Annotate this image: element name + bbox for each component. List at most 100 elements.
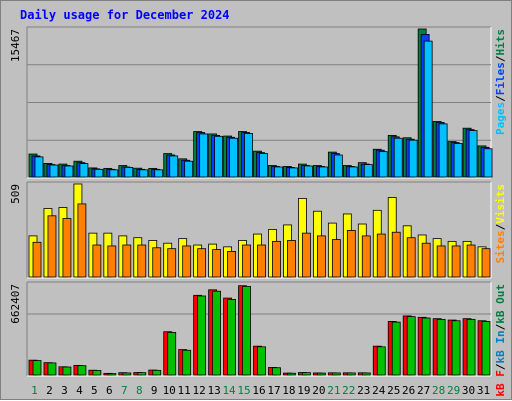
x-tick-label-day-20: 20: [312, 384, 325, 397]
bar-sites-day-24: [376, 233, 386, 278]
bar-pages-day-6: [109, 169, 119, 178]
bar-pages-day-29: [453, 143, 463, 178]
bar-pages-day-9: [154, 169, 164, 178]
x-tick-label-day-7: 7: [121, 384, 128, 397]
bar-pages-day-16: [259, 153, 268, 178]
x-tick-label-day-25: 25: [387, 384, 400, 397]
bar-kb-out-day-10: [167, 332, 177, 376]
bar-kb-out-day-14: [227, 299, 236, 376]
bar-sites-day-22: [346, 230, 356, 278]
bar-kb-out-day-23: [361, 372, 371, 376]
bar-sites-day-1: [32, 241, 42, 278]
bar-sites-day-26: [406, 237, 416, 278]
bar-sites-day-27: [421, 242, 431, 278]
x-tick-label-day-17: 17: [267, 384, 280, 397]
bar-pages-day-30: [468, 130, 478, 178]
bar-kb-out-day-21: [331, 372, 341, 376]
bar-pages-day-20: [318, 166, 328, 178]
bar-kb-out-day-12: [197, 295, 207, 376]
bar-pages-day-7: [124, 167, 134, 178]
legend-entry-0: Pages: [494, 102, 507, 135]
x-tick-label-day-26: 26: [402, 384, 415, 397]
legend-entry-3: /: [494, 323, 507, 330]
hits-files-pages-legend: Pages/Files/Hits: [494, 29, 507, 135]
bar-pages-day-18: [289, 167, 298, 178]
bar-kb-out-day-30: [466, 318, 476, 376]
bar-kb-out-day-16: [257, 346, 266, 376]
bar-kb-out-day-4: [77, 365, 87, 376]
kbf-kbin-kbout-scale-label: 662407: [9, 284, 22, 324]
bar-kb-out-day-26: [406, 316, 416, 376]
bar-kb-out-day-11: [182, 349, 192, 376]
x-tick-label-day-30: 30: [462, 384, 475, 397]
bar-pages-day-19: [304, 165, 313, 178]
bar-sites-day-4: [77, 203, 87, 278]
bar-kb-out-day-13: [212, 290, 222, 376]
bar-kb-out-day-29: [451, 320, 461, 376]
x-tick-label-day-22: 22: [342, 384, 355, 397]
x-tick-label-day-14: 14: [222, 384, 236, 397]
bar-sites-day-18: [287, 240, 296, 278]
bar-sites-day-25: [391, 231, 401, 278]
bar-pages-day-21: [333, 154, 343, 178]
bar-sites-day-6: [107, 245, 117, 278]
bar-pages-day-24: [378, 151, 388, 178]
bar-sites-day-10: [167, 248, 177, 278]
legend-entry-2: Files: [494, 62, 507, 95]
bar-sites-day-9: [152, 247, 162, 278]
legend-entry-2: Visits: [494, 184, 507, 224]
bar-sites-day-28: [436, 245, 446, 278]
bar-kb-out-day-6: [107, 373, 117, 376]
x-tick-label-day-5: 5: [91, 384, 98, 397]
legend-entry-4: kB Out: [494, 284, 507, 324]
bar-kb-out-day-20: [316, 372, 326, 376]
x-tick-label-day-29: 29: [447, 384, 460, 397]
bar-kb-out-day-8: [137, 372, 147, 376]
legend-entry-0: kB F: [494, 370, 507, 397]
legend-entry-1: /: [494, 95, 507, 102]
bar-sites-day-13: [212, 249, 222, 278]
bar-pages-day-10: [169, 155, 179, 178]
visits-sites-legend: Sites/Visits: [494, 184, 507, 264]
bar-pages-day-22: [348, 166, 358, 178]
bar-kb-out-day-28: [436, 318, 446, 376]
bar-pages-day-31: [483, 148, 493, 178]
x-tick-label-day-15: 15: [237, 384, 250, 397]
x-tick-label-day-24: 24: [372, 384, 386, 397]
bar-pages-day-3: [64, 165, 74, 178]
bar-pages-day-12: [199, 133, 209, 178]
x-tick-label-day-9: 9: [151, 384, 158, 397]
bar-sites-day-3: [62, 218, 72, 278]
bar-kb-out-day-1: [32, 360, 42, 376]
bar-kb-out-day-3: [62, 366, 72, 376]
bar-sites-day-15: [242, 244, 251, 278]
legend-entry-3: /: [494, 55, 507, 62]
bar-sites-day-12: [197, 248, 207, 278]
bar-pages-day-11: [184, 160, 194, 178]
x-tick-label-day-4: 4: [76, 384, 83, 397]
x-tick-label-day-1: 1: [31, 384, 38, 397]
chart-title: Daily usage for December 2024: [20, 8, 230, 22]
bar-pages-day-14: [229, 137, 238, 178]
bar-pages-day-13: [214, 135, 224, 178]
bar-kb-out-day-15: [242, 285, 251, 376]
x-tick-label-day-21: 21: [327, 384, 340, 397]
bar-kb-out-day-19: [302, 372, 311, 376]
bar-sites-day-2: [47, 215, 57, 278]
x-tick-label-day-6: 6: [106, 384, 113, 397]
x-tick-label-day-27: 27: [417, 384, 430, 397]
bar-sites-day-29: [451, 245, 461, 278]
x-tick-label-day-16: 16: [252, 384, 265, 397]
legend-entry-2: kB In: [494, 330, 507, 363]
bar-pages-day-5: [94, 168, 104, 178]
legend-entry-1: /: [494, 223, 507, 230]
bar-sites-day-19: [302, 232, 311, 278]
x-tick-label-day-3: 3: [61, 384, 68, 397]
bar-pages-day-17: [274, 166, 283, 178]
hits-files-pages-scale-label: 15467: [9, 29, 22, 62]
bar-pages-day-1: [34, 156, 44, 178]
legend-entry-1: /: [494, 363, 507, 370]
